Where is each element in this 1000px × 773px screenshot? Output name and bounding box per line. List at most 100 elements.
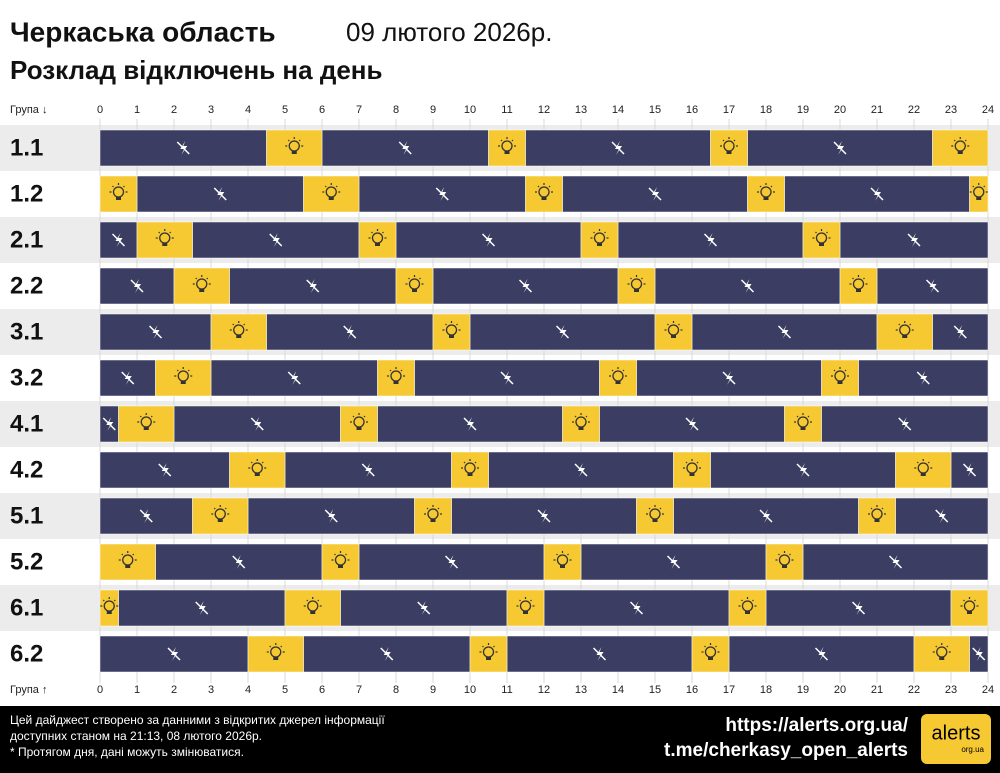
on-segment	[173, 267, 230, 305]
x-tick-label: 11	[501, 684, 512, 696]
on-icon	[106, 611, 112, 614]
on-segment	[432, 313, 471, 351]
on-icon	[972, 185, 975, 188]
off-icon	[796, 463, 810, 477]
on-icon	[578, 427, 584, 430]
on-segment	[562, 405, 600, 443]
off-icon	[167, 647, 181, 661]
off-icon	[269, 233, 283, 247]
on-icon	[287, 139, 290, 142]
on-icon	[511, 139, 514, 142]
on-icon	[408, 277, 410, 280]
on-segment	[525, 175, 563, 213]
url[interactable]: https://alerts.org.ua/	[725, 715, 908, 736]
on-icon	[419, 277, 421, 280]
on-icon	[328, 197, 334, 200]
on-icon	[648, 507, 651, 510]
on-icon	[217, 519, 223, 522]
x-tick-label: 15	[649, 684, 661, 696]
on-segment	[284, 589, 341, 627]
footer-note: Цей дайджест створено за данними з відкр…	[10, 713, 385, 727]
on-segment	[728, 589, 767, 627]
on-icon	[800, 427, 806, 430]
on-icon	[833, 369, 836, 372]
off-icon	[916, 371, 930, 385]
on-segment	[691, 635, 730, 673]
on-icon	[213, 507, 216, 510]
on-icon	[863, 277, 865, 280]
on-segment	[469, 635, 508, 673]
on-icon	[437, 507, 440, 510]
on-icon	[123, 185, 125, 188]
x-tick-label: 23	[945, 104, 957, 116]
off-icon	[777, 325, 792, 339]
off-icon	[121, 371, 135, 385]
channel[interactable]: t.me/cherkasy_open_alerts	[664, 740, 908, 761]
on-icon	[363, 415, 366, 418]
group-label: 3.2	[10, 364, 43, 391]
off-icon	[130, 279, 144, 293]
off-icon	[685, 417, 699, 431]
off-icon	[722, 371, 736, 385]
off-icon	[139, 509, 153, 523]
off-icon	[500, 371, 514, 385]
on-icon	[597, 243, 602, 246]
on-segment	[765, 543, 804, 581]
on-icon	[898, 323, 901, 326]
on-icon	[964, 139, 967, 142]
on-icon	[280, 645, 283, 648]
x-tick-label: 23	[945, 684, 957, 696]
off-icon	[935, 509, 949, 523]
on-segment	[155, 359, 212, 397]
on-icon	[224, 507, 227, 510]
on-icon	[463, 461, 466, 464]
on-icon	[324, 185, 327, 188]
off-icon	[851, 601, 866, 615]
on-segment	[210, 313, 267, 351]
x-tick-label: 10	[464, 104, 476, 116]
on-icon	[759, 185, 762, 188]
x-tick-label: 13	[575, 104, 587, 116]
on-icon	[983, 185, 986, 188]
on-icon	[291, 151, 297, 154]
on-icon	[261, 461, 264, 464]
x-tick-label: 1	[134, 104, 140, 116]
x-tick-label: 6	[319, 684, 325, 696]
off-icon	[213, 187, 227, 201]
date: 09 лютого 2026р.	[346, 17, 552, 47]
on-icon	[722, 139, 725, 142]
on-icon	[604, 231, 606, 234]
group-label: 1.1	[10, 134, 43, 161]
on-icon	[585, 415, 588, 418]
x-tick-label: 8	[393, 684, 399, 696]
on-icon	[334, 553, 336, 556]
on-icon	[667, 323, 669, 326]
on-segment	[99, 543, 156, 581]
group-label: 1.2	[10, 180, 43, 207]
x-tick-label: 7	[356, 104, 362, 116]
on-icon	[611, 369, 614, 372]
on-icon	[102, 599, 105, 602]
on-icon	[622, 369, 625, 372]
on-icon	[782, 565, 787, 568]
on-icon	[556, 553, 558, 556]
on-segment	[266, 129, 323, 167]
on-icon	[726, 151, 732, 154]
group-label: 2.2	[10, 272, 43, 299]
off-icon	[666, 555, 681, 569]
logo: alerts	[932, 722, 981, 744]
on-icon	[426, 507, 429, 510]
x-tick-label: 20	[834, 684, 846, 696]
on-icon	[467, 473, 473, 476]
on-icon	[826, 231, 828, 234]
on-segment	[673, 451, 711, 489]
off-icon	[250, 417, 264, 431]
on-icon	[113, 599, 116, 602]
x-tick-label: 10	[464, 684, 476, 696]
on-icon	[976, 197, 982, 200]
on-icon	[482, 645, 484, 648]
x-tick-label: 8	[393, 104, 399, 116]
on-icon	[856, 289, 861, 292]
on-segment	[377, 359, 415, 397]
